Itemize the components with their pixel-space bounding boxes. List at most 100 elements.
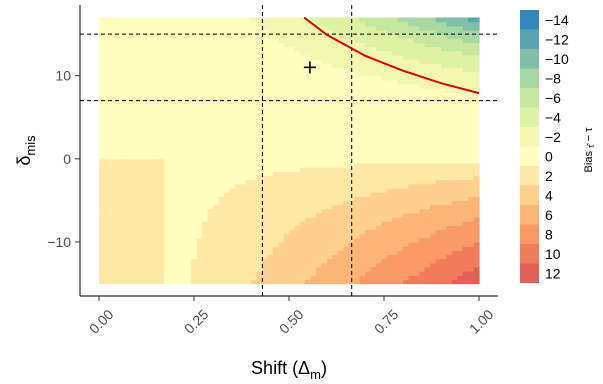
contour-cell: [359, 275, 366, 280]
contour-cell: [289, 125, 296, 131]
contour-cell: [359, 225, 366, 231]
contour-cell: [196, 21, 203, 27]
contour-cell: [104, 158, 111, 164]
contour-cell: [457, 79, 464, 85]
contour-cell: [365, 241, 372, 247]
contour-cell: [234, 150, 241, 156]
contour-cell: [142, 250, 149, 256]
contour-cell: [147, 125, 154, 131]
contour-cell: [354, 96, 361, 102]
contour-cell: [462, 46, 469, 52]
contour-cell: [234, 38, 241, 44]
contour-cell: [196, 254, 203, 260]
contour-cell: [158, 200, 165, 206]
contour-cell: [185, 17, 192, 23]
legend-label: −6: [545, 90, 561, 106]
contour-cell: [403, 225, 410, 231]
contour-cell: [462, 142, 469, 147]
contour-cell: [305, 59, 312, 64]
contour-cell: [175, 100, 182, 106]
contour-cell: [196, 271, 203, 276]
contour-cell: [223, 241, 230, 247]
contour-cell: [365, 187, 372, 193]
contour-cell: [310, 167, 317, 172]
contour-cell: [327, 279, 334, 285]
contour-cell: [153, 25, 160, 31]
contour-cell: [278, 246, 285, 251]
contour-cell: [202, 179, 209, 185]
contour-cell: [294, 233, 301, 239]
contour-cell: [403, 17, 410, 23]
contour-cell: [419, 275, 426, 280]
contour-cell: [457, 133, 464, 139]
zero-bias-curve-layer: [303, 16, 480, 95]
contour-cell: [175, 54, 182, 60]
contour-cell: [153, 133, 160, 139]
contour-cell: [419, 266, 426, 272]
contour-cell: [153, 212, 160, 218]
contour-cell: [158, 246, 165, 251]
contour-cell: [153, 208, 160, 214]
contour-cell: [381, 233, 388, 239]
contour-cell: [343, 104, 350, 110]
contour-cell: [354, 108, 361, 114]
contour-cell: [381, 50, 388, 56]
contour-cell: [381, 241, 388, 247]
contour-cell: [213, 225, 220, 231]
contour-cell: [278, 221, 285, 226]
contour-cell: [191, 83, 198, 89]
contour-cell: [310, 113, 317, 118]
contour-cell: [223, 67, 230, 73]
contour-cell: [229, 217, 236, 222]
contour-cell: [408, 138, 415, 143]
contour-cell: [153, 275, 160, 280]
contour-cell: [109, 212, 116, 218]
contour-cell: [413, 50, 420, 56]
contour-cell: [370, 254, 377, 260]
contour-cell: [196, 67, 203, 73]
contour-cell: [158, 275, 165, 280]
contour-cell: [430, 254, 437, 260]
contour-cell: [278, 162, 285, 168]
contour-cell: [115, 138, 122, 143]
contour-cell: [213, 162, 220, 168]
contour-cell: [213, 254, 220, 260]
contour-cell: [446, 117, 453, 122]
contour-cell: [126, 113, 133, 118]
contour-cell: [435, 217, 442, 222]
contour-cell: [120, 154, 127, 160]
contour-cell: [120, 183, 127, 189]
contour-cell: [175, 96, 182, 102]
contour-cell: [370, 96, 377, 102]
contour-cell: [164, 187, 171, 193]
contour-cell: [321, 204, 328, 210]
contour-cell: [158, 212, 165, 218]
contour-cell: [424, 129, 431, 135]
contour-cell: [435, 54, 442, 60]
contour-cell: [462, 113, 469, 118]
contour-cell: [310, 46, 317, 52]
contour-cell: [126, 146, 133, 152]
contour-cell: [435, 225, 442, 231]
contour-cell: [365, 129, 372, 135]
contour-cell: [289, 92, 296, 98]
contour-cell: [289, 233, 296, 239]
contour-cell: [218, 262, 225, 268]
contour-cell: [115, 142, 122, 147]
contour-cell: [343, 133, 350, 139]
contour-cell: [381, 83, 388, 89]
contour-cell: [153, 138, 160, 143]
contour-cell: [267, 34, 274, 39]
contour-cell: [305, 246, 312, 251]
contour-cell: [337, 117, 344, 122]
contour-cell: [294, 266, 301, 272]
contour-cell: [261, 104, 268, 110]
contour-cell: [413, 83, 420, 89]
contour-cell: [381, 162, 388, 168]
contour-cell: [403, 175, 410, 181]
contour-cell: [386, 21, 393, 27]
contour-cell: [158, 96, 165, 102]
contour-cell: [441, 233, 448, 239]
contour-cell: [126, 125, 133, 131]
contour-cell: [451, 254, 458, 260]
